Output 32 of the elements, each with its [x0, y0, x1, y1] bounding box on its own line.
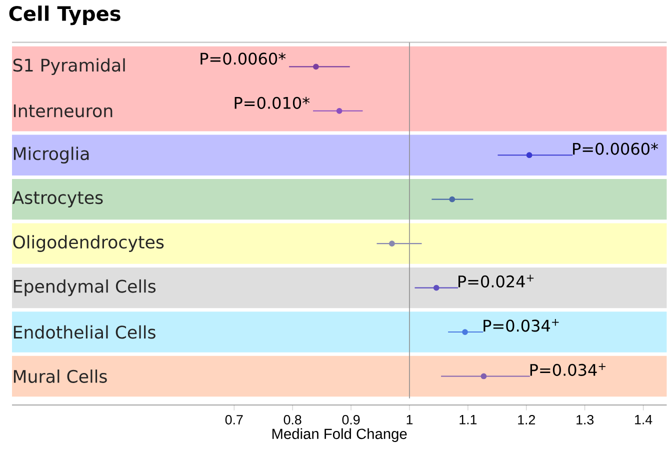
- y-tick-label: Ependymal Cells: [14, 279, 156, 296]
- point: [336, 108, 342, 114]
- annotation: P=0.024$^{+}$: [458, 274, 534, 288]
- point: [449, 196, 456, 202]
- annotation: P=0.034$^{+}$: [484, 319, 559, 332]
- x-tick-label: 1.3: [576, 415, 594, 424]
- point: [389, 240, 395, 246]
- annotation: P=0.034$^{+}$: [530, 363, 606, 376]
- y-tick-label: Endothelial Cells: [14, 325, 156, 339]
- x-tick-label: 1.2: [518, 415, 535, 424]
- y-tick-label: Interneuron: [14, 104, 112, 118]
- x-tick-label: 0.9: [342, 415, 360, 424]
- annotation: P=0.0060*: [200, 52, 286, 65]
- point: [433, 284, 440, 291]
- annotation: P=0.0060*: [573, 142, 658, 155]
- x-tick-label: 0.7: [225, 415, 243, 424]
- x-tick-label: 1.1: [460, 415, 477, 424]
- annotation: P=0.010*: [234, 96, 310, 109]
- y-tick-label: S1 Pyramidal: [13, 58, 125, 76]
- chart-title: Cell Types: [9, 6, 120, 26]
- point: [313, 64, 319, 70]
- x-tick-label: 1.4: [635, 415, 652, 424]
- x-axis-title: Median Fold Change: [272, 428, 407, 442]
- y-tick-label: Astrocytes: [12, 191, 103, 208]
- point: [462, 329, 468, 335]
- y-tick-label: Mural Cells: [14, 370, 107, 383]
- x-tick-label: 1: [406, 415, 413, 424]
- point: [480, 373, 487, 380]
- y-tick-label: Oligodendrocytes: [13, 235, 164, 252]
- y-tick-label: Microglia: [14, 146, 89, 164]
- point: [526, 152, 532, 158]
- x-tick-label: 0.8: [284, 415, 302, 424]
